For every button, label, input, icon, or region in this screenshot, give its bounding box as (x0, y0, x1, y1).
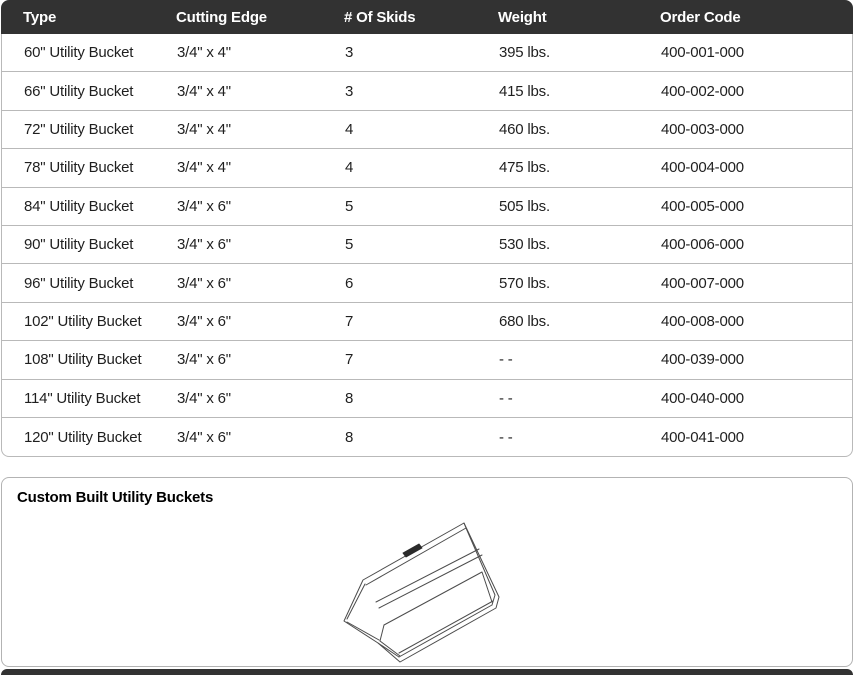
cell-cutting-edge: 3/4" x 4" (177, 159, 231, 177)
cell-type: 102" Utility Bucket (24, 312, 142, 330)
cell-order-code: 400-003-000 (661, 120, 744, 138)
cell-weight: 415 lbs. (499, 82, 550, 100)
table-row: 60" Utility Bucket 3/4" x 4" 3 395 lbs. … (2, 34, 852, 73)
cell-weight: - - (499, 351, 513, 369)
table-body: 60" Utility Bucket 3/4" x 4" 3 395 lbs. … (1, 34, 853, 458)
panel-title: Custom Built Utility Buckets (17, 489, 214, 507)
table-header-row: Type Cutting Edge # Of Skids Weight Orde… (1, 0, 853, 34)
table-row: 90" Utility Bucket 3/4" x 6" 5 530 lbs. … (2, 226, 852, 265)
cell-skids: 3 (345, 44, 354, 62)
cell-weight: 460 lbs. (499, 120, 550, 138)
cell-type: 72" Utility Bucket (24, 120, 134, 138)
cell-skids: 4 (345, 159, 354, 177)
cell-order-code: 400-005-000 (661, 197, 744, 215)
cell-type: 66" Utility Bucket (24, 82, 134, 100)
cell-cutting-edge: 3/4" x 6" (177, 236, 231, 254)
cell-cutting-edge: 3/4" x 6" (177, 197, 231, 215)
next-table-header-strip (1, 669, 853, 675)
cell-order-code: 400-001-000 (661, 44, 744, 62)
table-row: 108" Utility Bucket 3/4" x 6" 7 - - 400-… (2, 341, 852, 380)
column-header-order-code: Order Code (660, 8, 741, 26)
cell-cutting-edge: 3/4" x 6" (177, 428, 231, 446)
cell-order-code: 400-006-000 (661, 236, 744, 254)
cell-weight: - - (499, 428, 513, 446)
cell-skids: 7 (345, 351, 354, 369)
table-row: 114" Utility Bucket 3/4" x 6" 8 - - 400-… (2, 380, 852, 418)
table-row: 78" Utility Bucket 3/4" x 4" 4 475 lbs. … (2, 149, 852, 188)
column-header-type: Type (23, 8, 57, 26)
cell-skids: 7 (345, 312, 354, 330)
cell-cutting-edge: 3/4" x 4" (177, 82, 231, 100)
cell-skids: 4 (345, 120, 354, 138)
cell-cutting-edge: 3/4" x 6" (177, 351, 231, 369)
table-row: 84" Utility Bucket 3/4" x 6" 5 505 lbs. … (2, 188, 852, 226)
cell-type: 108" Utility Bucket (24, 351, 142, 369)
column-header-weight: Weight (498, 8, 547, 26)
column-header-skids: # Of Skids (344, 8, 416, 26)
cell-type: 96" Utility Bucket (24, 274, 134, 292)
cell-weight: 475 lbs. (499, 159, 550, 177)
cell-weight: 680 lbs. (499, 312, 550, 330)
cell-skids: 6 (345, 274, 354, 292)
cell-weight: - - (499, 389, 513, 407)
cell-weight: 395 lbs. (499, 44, 550, 62)
cell-type: 90" Utility Bucket (24, 236, 134, 254)
cell-cutting-edge: 3/4" x 4" (177, 120, 231, 138)
cell-cutting-edge: 3/4" x 4" (177, 44, 231, 62)
cell-skids: 5 (345, 197, 354, 215)
cell-skids: 3 (345, 82, 354, 100)
cell-weight: 570 lbs. (499, 274, 550, 292)
table-row: 96" Utility Bucket 3/4" x 6" 6 570 lbs. … (2, 264, 852, 303)
cell-order-code: 400-004-000 (661, 159, 744, 177)
cell-type: 78" Utility Bucket (24, 159, 134, 177)
column-header-cutting-edge: Cutting Edge (176, 8, 267, 26)
table-row: 66" Utility Bucket 3/4" x 4" 3 415 lbs. … (2, 72, 852, 111)
cell-order-code: 400-039-000 (661, 351, 744, 369)
cell-skids: 5 (345, 236, 354, 254)
cell-type: 60" Utility Bucket (24, 44, 134, 62)
custom-buckets-panel: Custom Built Utility Buckets (1, 477, 853, 668)
cell-type: 84" Utility Bucket (24, 197, 134, 215)
utility-bucket-icon (343, 522, 500, 663)
drawing-wrapper (2, 515, 852, 665)
cell-order-code: 400-041-000 (661, 428, 744, 446)
cell-cutting-edge: 3/4" x 6" (177, 274, 231, 292)
cell-skids: 8 (345, 428, 354, 446)
cell-weight: 505 lbs. (499, 197, 550, 215)
cell-skids: 8 (345, 389, 354, 407)
cell-order-code: 400-008-000 (661, 312, 744, 330)
table-row: 72" Utility Bucket 3/4" x 4" 4 460 lbs. … (2, 111, 852, 150)
cell-weight: 530 lbs. (499, 236, 550, 254)
cell-cutting-edge: 3/4" x 6" (177, 312, 231, 330)
utility-bucket-spec-table: Type Cutting Edge # Of Skids Weight Orde… (1, 0, 853, 458)
cell-order-code: 400-007-000 (661, 274, 744, 292)
cell-order-code: 400-040-000 (661, 389, 744, 407)
cell-type: 114" Utility Bucket (24, 389, 141, 407)
cell-cutting-edge: 3/4" x 6" (177, 389, 231, 407)
table-row: 102" Utility Bucket 3/4" x 6" 7 680 lbs.… (2, 303, 852, 342)
table-row: 120" Utility Bucket 3/4" x 6" 8 - - 400-… (2, 418, 852, 456)
cell-type: 120" Utility Bucket (24, 428, 142, 446)
cell-order-code: 400-002-000 (661, 82, 744, 100)
